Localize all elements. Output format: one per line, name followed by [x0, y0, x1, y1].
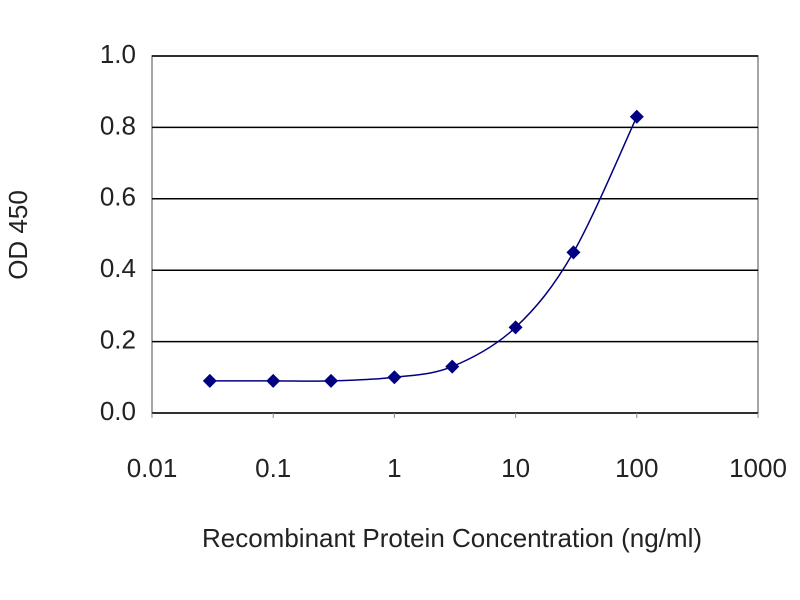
marker	[202, 373, 217, 388]
y-tick-label: 0.2	[100, 324, 136, 354]
y-tick-label: 0.8	[100, 110, 136, 140]
marker	[508, 320, 523, 335]
marker	[266, 373, 281, 388]
marker	[445, 359, 460, 374]
y-axis-label: OD 450	[3, 190, 33, 280]
x-axis-label: Recombinant Protein Concentration (ng/ml…	[202, 523, 702, 553]
marker	[387, 370, 402, 385]
x-tick-label: 10	[501, 453, 530, 483]
x-tick-label: 0.1	[255, 453, 291, 483]
y-tick-label: 1.0	[100, 39, 136, 69]
x-tick-label: 1000	[729, 453, 787, 483]
plot-area	[151, 55, 759, 414]
x-tick-label: 1	[387, 453, 401, 483]
marker	[324, 373, 339, 388]
y-tick-label: 0.0	[100, 396, 136, 426]
marker	[629, 109, 644, 124]
x-tick-label: 0.01	[127, 453, 178, 483]
y-tick-label: 0.4	[100, 253, 136, 283]
marker	[566, 245, 581, 260]
y-tick-label: 0.6	[100, 182, 136, 212]
x-tick-label: 100	[615, 453, 658, 483]
